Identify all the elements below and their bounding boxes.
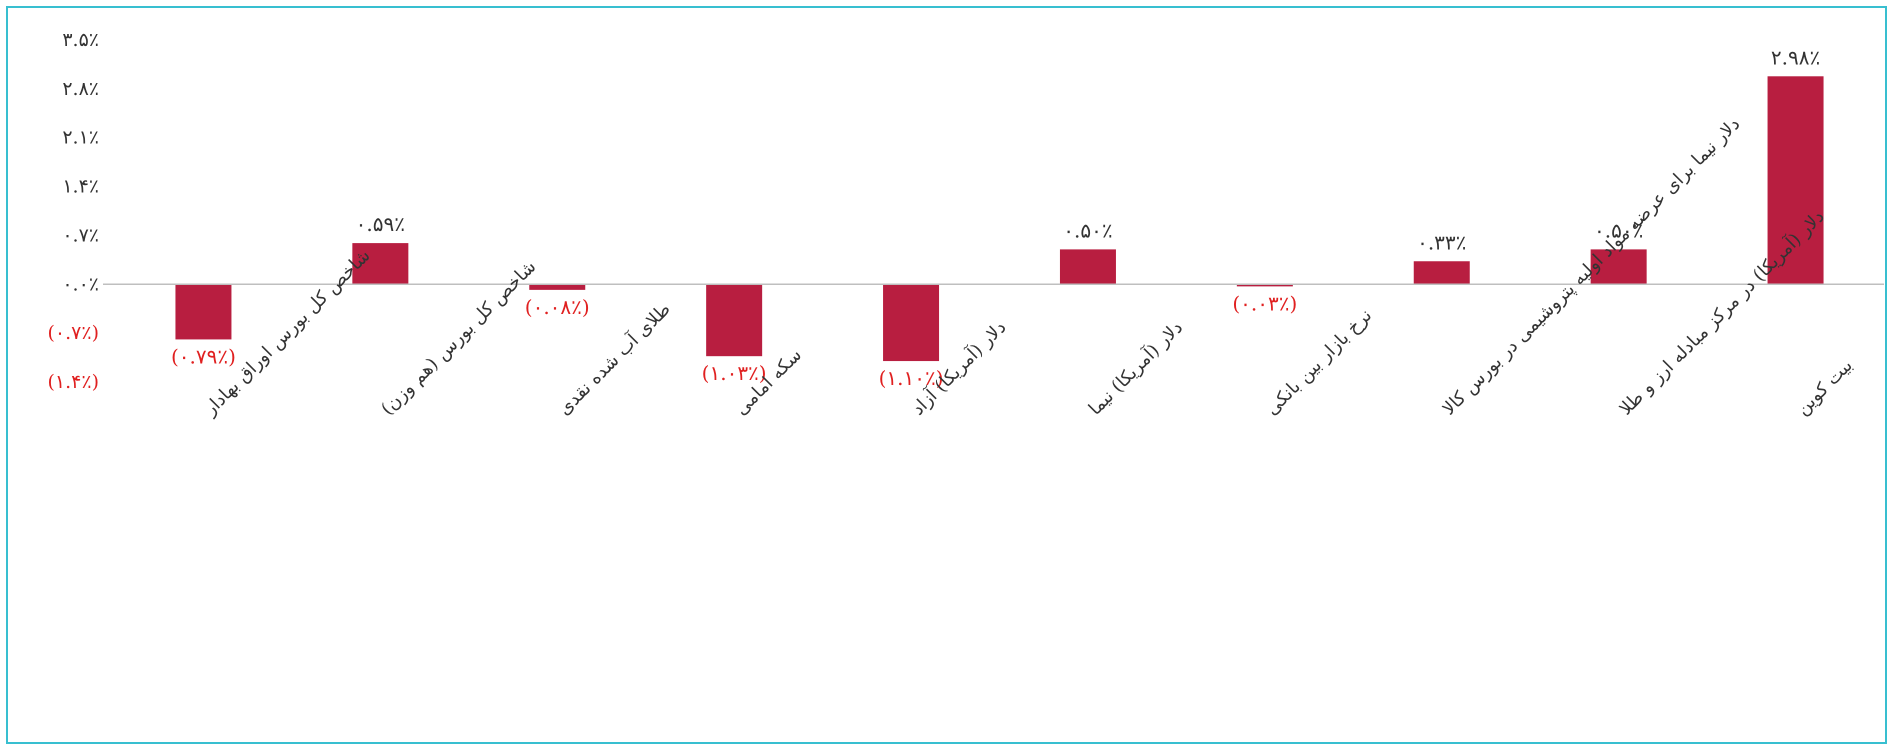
data-label: ۰.۵۹٪ xyxy=(356,212,405,236)
bar-chart: ۳.۵٪ ۲.۸٪ ۲.۱٪ ۱.۴٪ ۰.۷٪ ۰.۰٪ (۰.۷٪) (۱.۴٪) (۰.… xyxy=(8,8,1885,742)
bars xyxy=(175,76,1823,361)
y-tick-label: (۱.۴٪) xyxy=(48,371,99,393)
y-tick-label: ۰.۷٪ xyxy=(62,224,99,246)
category-label: دلار نیما برای عرضه مواد اولیه پتروشیمی … xyxy=(1438,114,1744,420)
data-label: ۲.۹۸٪ xyxy=(1771,45,1820,69)
data-label: (۰.۰۳٪) xyxy=(1232,291,1297,315)
y-tick-label: ۱.۴٪ xyxy=(62,176,99,198)
category-label: نرخ بازار بین بانکی xyxy=(1262,305,1377,420)
category-label: بیت کوین xyxy=(1792,355,1857,420)
y-axis: ۳.۵٪ ۲.۸٪ ۲.۱٪ ۱.۴٪ ۰.۷٪ ۰.۰٪ (۰.۷٪) (۱.۴٪) xyxy=(48,29,99,393)
y-tick-label: ۰.۰٪ xyxy=(62,273,99,295)
y-tick-label: ۳.۵٪ xyxy=(62,29,99,51)
category-label: دلار (آمریکا) در مرکز مبادله ارز و طلا xyxy=(1615,205,1829,419)
data-label: ۰.۵۰٪ xyxy=(1063,218,1112,242)
bar xyxy=(1414,261,1470,284)
bar xyxy=(1060,249,1116,284)
data-label: ۰.۳۳٪ xyxy=(1417,230,1466,254)
data-label: (۰.۷۹٪) xyxy=(171,344,236,368)
y-tick-label: (۰.۷٪) xyxy=(48,322,99,344)
bar xyxy=(529,284,585,290)
bar xyxy=(706,284,762,356)
data-label: (۰.۰۸٪) xyxy=(525,295,590,319)
y-tick-label: ۲.۸٪ xyxy=(62,78,99,100)
y-tick-label: ۲.۱٪ xyxy=(62,127,99,149)
bar xyxy=(175,284,231,339)
chart-frame: ۳.۵٪ ۲.۸٪ ۲.۱٪ ۱.۴٪ ۰.۷٪ ۰.۰٪ (۰.۷٪) (۱.۴٪) (۰.… xyxy=(6,6,1887,744)
category-label: دلار (آمریکا) نیما xyxy=(1084,316,1187,419)
bar xyxy=(883,284,939,361)
